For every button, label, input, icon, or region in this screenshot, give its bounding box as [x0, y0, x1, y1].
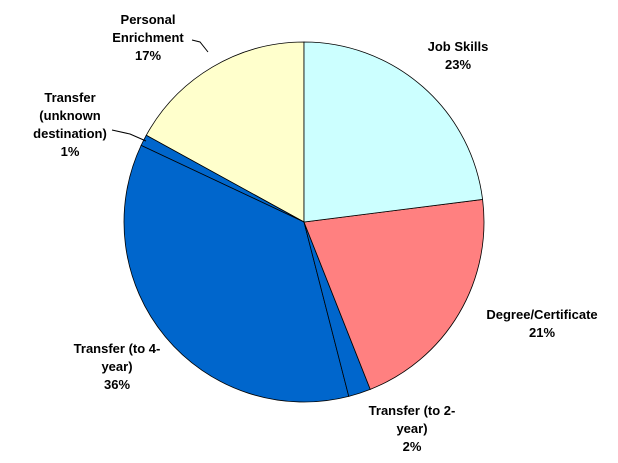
percent-label: 21%	[528, 325, 556, 340]
category-name: Degree/Certificate	[486, 307, 598, 322]
leader-line	[111, 129, 147, 142]
pie-slice	[303, 198, 485, 390]
slice-label: Degree/Certificate 21%	[462, 306, 618, 342]
slice-label: Transfer (to 4-year) 36%	[72, 340, 162, 394]
leader-line	[191, 39, 209, 53]
percent-label: 2%	[402, 439, 422, 454]
category-name: Personal Enrichment	[112, 12, 184, 45]
pie-slice	[145, 41, 305, 223]
percent-label: 17%	[134, 48, 162, 63]
percent-label: 23%	[444, 57, 472, 72]
slice-label: Job Skills 23%	[403, 38, 513, 74]
category-name: Transfer (to 2-year)	[368, 403, 456, 436]
percent-label: 36%	[103, 377, 131, 392]
slice-label: Personal Enrichment 17%	[98, 11, 198, 65]
category-name: Transfer (unknown destination)	[33, 90, 107, 141]
slice-label: Transfer (unknown destination) 1%	[20, 89, 120, 161]
pie-slice	[123, 144, 350, 403]
category-name: Transfer (to 4-year)	[73, 341, 161, 374]
percent-label: 1%	[60, 144, 80, 159]
slice-label: Transfer (to 2-year) 2%	[367, 402, 457, 456]
category-name: Job Skills	[427, 39, 489, 54]
pie-slice	[303, 41, 484, 223]
